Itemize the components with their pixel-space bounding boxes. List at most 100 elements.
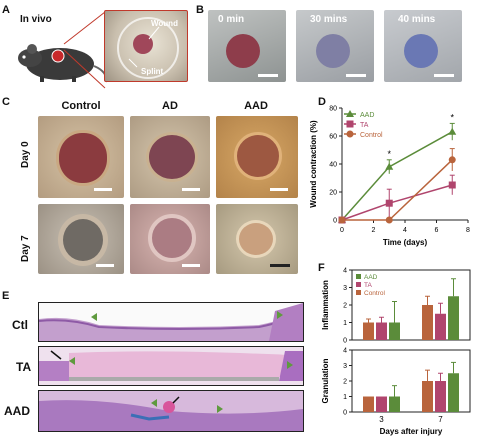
panel-e-label: E: [2, 290, 10, 302]
arrowhead-icon: [277, 311, 283, 319]
wound-closeup-photo: Wound Splint: [104, 10, 188, 82]
in-vivo-label: In vivo: [20, 14, 52, 25]
bar-control: [363, 322, 374, 340]
data-point: [338, 216, 346, 224]
x-tick-label: 3: [379, 415, 384, 424]
legend-label-ta: TA: [364, 282, 372, 289]
x-tick-label: 8: [466, 227, 470, 234]
legend-label-aad: AAD: [364, 274, 378, 281]
histo-label-aad: AAD: [4, 404, 30, 418]
scale-bar: [182, 264, 200, 267]
data-point: [448, 156, 456, 164]
scale-bar: [94, 188, 112, 191]
bar-aad: [389, 396, 400, 412]
bar-ta: [435, 313, 446, 340]
panel-a-label: A: [2, 4, 10, 16]
bar-control: [422, 305, 433, 340]
panel-b-label: B: [196, 4, 204, 16]
x-tick-label: 0: [340, 227, 344, 234]
column-header-control: Control: [61, 100, 101, 112]
x-tick-label: 2: [372, 227, 376, 234]
histology-aad: [38, 390, 304, 432]
legend-label-ta: TA: [360, 122, 369, 129]
splint-label: Splint: [141, 67, 164, 76]
row-header-day0: Day 0: [20, 141, 31, 168]
legend-swatch: [356, 274, 361, 279]
data-point: [346, 110, 354, 117]
histology-ta: [38, 346, 304, 386]
y-tick-label: 0: [333, 218, 337, 225]
bar-ta: [376, 322, 387, 340]
x-axis-label: Time (days): [383, 238, 428, 247]
wound-photo-ad-day7: [130, 204, 210, 274]
x-tick-label: 7: [438, 415, 443, 424]
y-tick-label: 2: [343, 303, 347, 310]
arrowhead-icon: [69, 357, 75, 365]
bar-control: [422, 381, 433, 412]
legend-label-aad: AAD: [360, 112, 374, 119]
row-header-day7: Day 7: [20, 235, 31, 262]
data-point: [346, 120, 354, 128]
x-tick-label: 6: [435, 227, 439, 234]
panel-d-label: D: [318, 96, 326, 108]
legend-swatch: [356, 290, 361, 295]
arrowhead-icon: [287, 361, 293, 369]
scale-bar: [434, 74, 454, 77]
zoom-lines: [63, 11, 106, 89]
column-header-aad: AAD: [244, 100, 268, 112]
arrowhead-icon: [91, 313, 97, 321]
y-tick-label: 3: [343, 363, 347, 370]
y-tick-label: 40: [329, 162, 337, 169]
wound-label: Wound: [151, 19, 178, 28]
histo-label-ta: TA: [16, 360, 32, 374]
legend-label-control: Control: [364, 290, 386, 297]
time-label-30: 30 mins: [310, 14, 348, 25]
wound-photo-control-day0: [38, 116, 124, 198]
arrow-icon: [172, 396, 180, 404]
histo-label-ctl: Ctl: [12, 318, 28, 332]
x-tick-label: 4: [403, 227, 407, 234]
y-tick-label: 20: [329, 190, 337, 197]
data-point: [385, 162, 394, 170]
wound-photo-aad-day7: [216, 204, 298, 274]
arrowhead-icon: [217, 405, 223, 413]
time-label-0: 0 min: [218, 14, 245, 25]
data-point: [385, 216, 393, 224]
y-tick-label: 4: [343, 348, 347, 355]
significance-annotation: *: [450, 112, 454, 122]
y-axis-label: Granulation: [321, 358, 330, 403]
scale-bar: [346, 74, 366, 77]
y-tick-label: 1: [343, 320, 347, 327]
y-tick-label: 0: [343, 338, 347, 345]
panel-c-label: C: [2, 96, 10, 108]
data-point: [448, 181, 456, 189]
scale-bar: [96, 264, 114, 267]
scale-bar: [270, 264, 290, 267]
gel-photo-0min: 0 min: [208, 10, 286, 82]
data-point: [385, 199, 393, 207]
gel-photo-30min: 30 mins: [296, 10, 374, 82]
column-header-ad: AD: [162, 100, 178, 112]
time-label-40: 40 mins: [398, 14, 436, 25]
y-tick-label: 3: [343, 285, 347, 292]
data-point: [346, 130, 354, 138]
x-axis-label: Days after injury: [380, 427, 443, 436]
histology-ctl: [38, 302, 304, 342]
wound-photo-aad-day0: [216, 116, 298, 198]
bar-control: [363, 396, 374, 412]
wound-photo-ad-day0: [130, 116, 210, 198]
legend-swatch: [356, 282, 361, 287]
arrowhead-icon: [151, 399, 157, 407]
y-tick-label: 0: [343, 410, 347, 417]
data-point: [448, 127, 457, 135]
y-axis-label: Inflammation: [321, 280, 330, 330]
scale-bar: [270, 188, 288, 191]
y-tick-label: 1: [343, 394, 347, 401]
bar-ta: [435, 381, 446, 412]
y-tick-label: 2: [343, 379, 347, 386]
legend-label-control: Control: [360, 132, 383, 139]
granulation-chart: 0 1 2 3 4 Granulation 3 7 Days after injury: [321, 348, 471, 436]
y-tick-label: 60: [329, 134, 337, 141]
